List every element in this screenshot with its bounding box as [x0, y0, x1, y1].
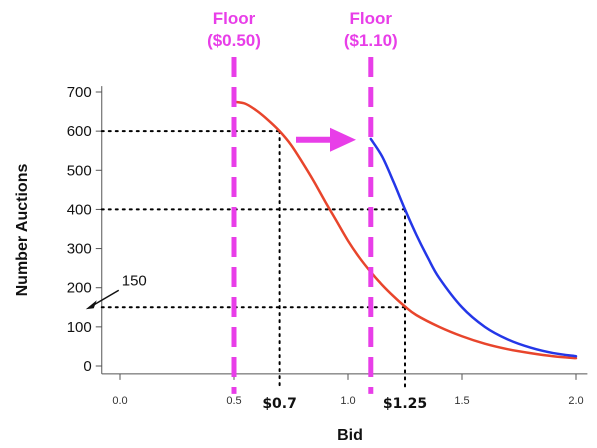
y-axis-title: Number Auctions — [14, 164, 31, 297]
labels: Floor ($0.50) Floor ($1.10) $0.7 $1.25 150 — [85, 9, 427, 412]
annotation-label: 150 — [122, 272, 147, 289]
x-tick-label: 1.5 — [454, 395, 469, 407]
y-tick-label: 700 — [67, 84, 92, 101]
y-tick-label: 200 — [67, 280, 92, 297]
floor-label-line1: Floor — [213, 9, 256, 28]
series-line-2 — [369, 137, 578, 358]
x-tick-label: 0.5 — [226, 395, 241, 407]
y-tick-label: 400 — [67, 201, 92, 218]
annotation-arrow-head — [85, 300, 97, 310]
y-tick-label: 600 — [67, 123, 92, 140]
axes: 0 100 200 300 400 500 600 700 0.0 0.5 1.0 1.5 2.0 — [67, 84, 588, 407]
series-lines — [232, 100, 578, 360]
y-tick-label: 500 — [67, 162, 92, 179]
price-label: $1.25 — [383, 396, 427, 412]
x-axis-title: Bid — [337, 427, 363, 444]
series-line-1 — [232, 100, 578, 360]
x-tick-label: 0.0 — [112, 395, 127, 407]
y-tick-label: 300 — [67, 241, 92, 258]
y-tick-label: 100 — [67, 319, 92, 336]
floor-lines — [231, 57, 374, 394]
guide-lines — [100, 130, 406, 389]
floor-label-line2: ($0.50) — [207, 31, 261, 50]
y-tick-label: 0 — [83, 358, 91, 375]
x-tick-label: 2.0 — [568, 395, 583, 407]
floor-label-line1: Floor — [350, 9, 393, 28]
x-tick-label: 1.0 — [340, 395, 355, 407]
price-label: $0.7 — [262, 396, 297, 412]
shift-arrow-head — [330, 127, 356, 152]
floor-label-line2: ($1.10) — [344, 31, 398, 50]
